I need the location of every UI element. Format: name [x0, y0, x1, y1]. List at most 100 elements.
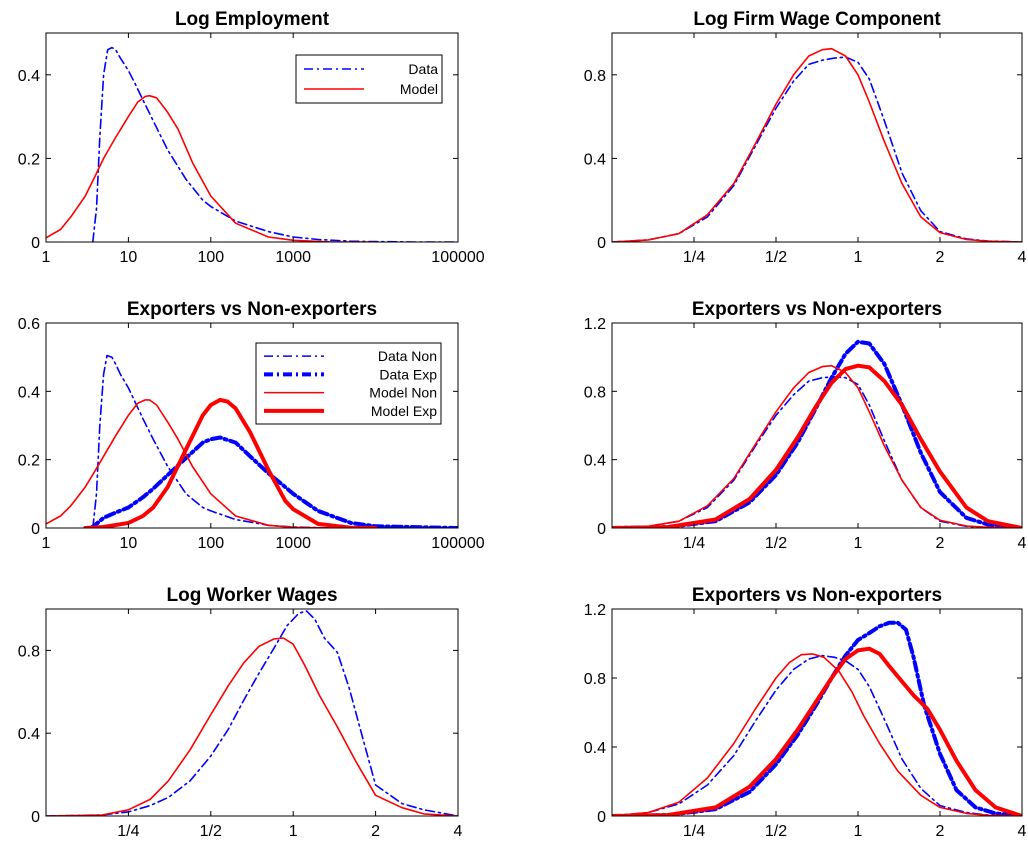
x-tick-label: 1000 [275, 249, 311, 266]
y-tick-label: 0 [31, 809, 40, 826]
x-tick-label: 1 [854, 823, 863, 840]
panel-1: 1 10 100 1000 100000 0 0.2 0.4 Log Employment Dat… [18, 9, 485, 266]
x-tick-label: 1/2 [765, 249, 787, 266]
series-line-data-non [612, 375, 1022, 528]
legend: Data Model [295, 54, 443, 104]
chart-title: Log Employment [175, 9, 330, 30]
y-tick-label: 0 [597, 809, 606, 826]
series-line-data-exp [612, 339, 1022, 528]
panel-3: 1 10 100 1000 100000 0 0.2 0.4 0.6 Exporters vs N… [18, 299, 485, 552]
panel-5: 1/4 1/2 1 2 4 0 0.4 0.8 Log Worker Wages [18, 585, 463, 840]
series-group [612, 620, 1022, 816]
x-tick-label: 1/4 [683, 823, 705, 840]
x-tick-label: 1/2 [765, 535, 787, 552]
series-line-data-non [92, 354, 458, 528]
y-tick-label: 0.2 [18, 453, 40, 470]
y-tick-label: 0.4 [18, 726, 40, 743]
x-tick-label: 1/2 [765, 823, 787, 840]
axes-box [611, 32, 1023, 243]
x-tick-label: 1 [854, 535, 863, 552]
y-tick-label: 0 [31, 521, 40, 538]
series-line-model [46, 637, 458, 816]
series-group [46, 46, 458, 242]
axes-box [45, 322, 459, 529]
x-tick-label: 1 [854, 249, 863, 266]
x-tick-label: 1/4 [683, 249, 705, 266]
series-line-model-exp [83, 397, 378, 528]
y-tick-label: 0.8 [584, 671, 606, 688]
legend-label: Data Non [378, 348, 437, 364]
series-line-model-exp [612, 646, 1022, 816]
legend: Data Non Data Exp Model Non Model Exp [255, 342, 442, 425]
y-tick-label: 0.4 [18, 384, 40, 401]
series-line-data [46, 610, 458, 816]
x-tick-label: 1000 [275, 535, 311, 552]
x-tick-label: 4 [454, 823, 463, 840]
legend-label: Model Exp [371, 403, 437, 419]
x-tick-label: 100000 [431, 249, 484, 266]
y-tick-label: 0.4 [584, 151, 606, 168]
x-tick-label: 1 [42, 535, 51, 552]
series-group [612, 339, 1022, 528]
panel-2: 1/4 1/2 1 2 4 0 0.4 0.8 Log Firm Wage Component [584, 9, 1027, 266]
y-tick-label: 1.2 [584, 316, 606, 333]
series-group [612, 47, 1022, 242]
series-group [46, 610, 458, 816]
x-tick-label: 100 [197, 249, 224, 266]
x-tick-label: 1/4 [683, 535, 705, 552]
x-tick-label: 1/4 [117, 823, 139, 840]
chart-title: Exporters vs Non-exporters [692, 585, 942, 606]
y-tick-label: 0 [597, 235, 606, 252]
axes-box [611, 322, 1023, 529]
x-tick-label: 100 [197, 535, 224, 552]
x-tick-label: 2 [371, 823, 380, 840]
x-tick-label: 4 [1018, 535, 1027, 552]
x-tick-label: 1 [289, 823, 298, 840]
x-tick-label: 1 [42, 249, 51, 266]
series-line-data-exp [88, 435, 458, 528]
legend-label: Model [400, 81, 438, 97]
axes-box [45, 32, 459, 243]
x-tick-label: 4 [1018, 823, 1027, 840]
chart-title: Log Firm Wage Component [693, 9, 941, 30]
chart-title: Exporters vs Non-exporters [127, 299, 377, 320]
y-tick-label: 0.6 [18, 316, 40, 333]
legend-box [295, 54, 443, 104]
series-line-model-non [46, 399, 377, 528]
x-tick-label: 2 [936, 823, 945, 840]
x-tick-label: 10 [120, 535, 138, 552]
legend-label: Data Exp [379, 366, 437, 382]
y-tick-label: 1.2 [584, 602, 606, 619]
y-tick-label: 0.4 [18, 68, 40, 85]
y-tick-label: 0.8 [18, 643, 40, 660]
y-tick-label: 0 [31, 235, 40, 252]
chart-title: Log Worker Wages [166, 585, 337, 606]
x-tick-label: 2 [936, 249, 945, 266]
series-line-model [612, 47, 1022, 242]
chart-title: Exporters vs Non-exporters [692, 299, 942, 320]
series-line-model [46, 94, 377, 242]
series-group [46, 354, 458, 528]
series-line-model-non [612, 653, 1022, 816]
y-tick-label: 0.4 [584, 740, 606, 757]
series-line-data [92, 46, 458, 242]
axes-box [611, 608, 1023, 817]
series-line-data-exp [612, 620, 1022, 816]
y-tick-label: 0.8 [584, 384, 606, 401]
series-line-model-non [612, 364, 1022, 528]
y-tick-label: 0.4 [584, 453, 606, 470]
series-line-data [612, 56, 1022, 242]
x-tick-label: 4 [1018, 249, 1027, 266]
x-tick-label: 10 [120, 249, 138, 266]
series-line-data-non [612, 654, 1022, 816]
series-line-model-exp [612, 363, 1022, 528]
x-tick-label: 1/2 [200, 823, 222, 840]
panel-6: 1/4 1/2 1 2 4 0 0.4 0.8 1.2 Exporters vs Non-expo… [584, 585, 1027, 840]
legend-label: Data [408, 61, 438, 77]
axes-box [45, 608, 459, 817]
y-tick-label: 0.2 [18, 151, 40, 168]
x-tick-label: 2 [936, 535, 945, 552]
panel-4: 1/4 1/2 1 2 4 0 0.4 0.8 1.2 Exporters vs Non-expo… [584, 299, 1027, 552]
y-tick-label: 0 [597, 521, 606, 538]
